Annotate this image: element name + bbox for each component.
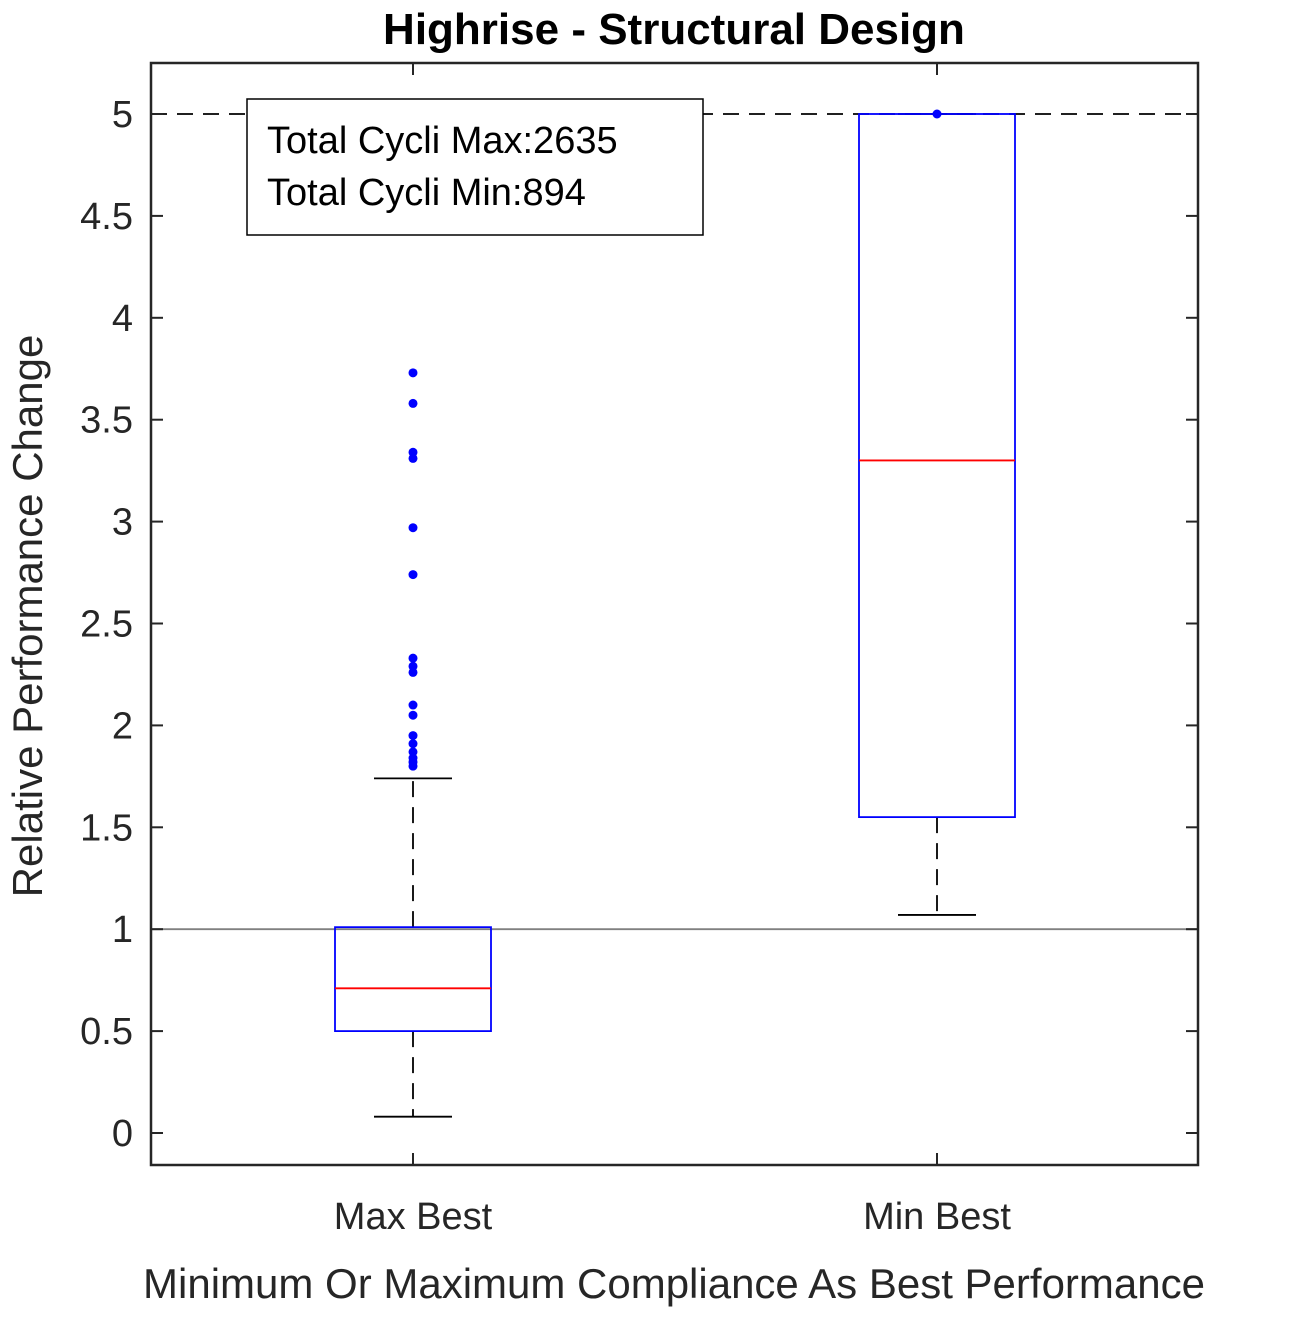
annotation-box: Total Cycli Max:2635 Total Cycli Min:894 <box>246 98 704 236</box>
outlier-point <box>408 398 418 408</box>
plot-frame <box>149 61 1200 1167</box>
y-tick-label: 1 <box>112 909 133 951</box>
outlier-point <box>408 710 418 720</box>
annotation-line-min: Total Cycli Min:894 <box>267 172 586 214</box>
y-tick-label: 1.5 <box>80 807 133 849</box>
outlier-point <box>408 667 418 677</box>
y-tick-label: 2.5 <box>80 604 133 646</box>
outlier-point <box>408 761 418 771</box>
outlier-point <box>932 109 942 119</box>
x-tick-label: Max Best <box>334 1196 493 1238</box>
outlier-point <box>408 653 418 663</box>
outlier-point <box>408 731 418 741</box>
y-tick-label: 2 <box>112 705 133 747</box>
plot-area: 0 0.5 1 1.5 2 2.5 3 3.5 4 4.5 5 Max Best Min Best <box>80 63 1198 1238</box>
annotation-line-max: Total Cycli Max:2635 <box>267 120 618 162</box>
outlier-point <box>408 453 418 463</box>
y-tick-label: 0.5 <box>80 1011 133 1053</box>
y-tick-label: 4 <box>112 298 133 340</box>
outlier-point <box>408 368 418 378</box>
chart-title: Highrise - Structural Design <box>383 5 965 54</box>
x-axis-label: Minimum Or Maximum Compliance As Best Pe… <box>143 1260 1205 1307</box>
y-tick-label: 4.5 <box>80 196 133 238</box>
y-tick-label: 5 <box>112 94 133 136</box>
box-min-best <box>858 113 1016 819</box>
outlier-point <box>408 523 418 533</box>
y-tick-label: 0 <box>112 1113 133 1155</box>
annotation-frame <box>246 98 704 236</box>
box-max-best <box>334 926 492 1032</box>
outlier-point <box>408 570 418 580</box>
x-tick-label: Min Best <box>863 1196 1011 1238</box>
y-axis-label: Relative Performance Change <box>4 335 51 898</box>
outlier-point <box>408 739 418 749</box>
outlier-point <box>408 700 418 710</box>
y-tick-label: 3 <box>112 502 133 544</box>
y-tick-label: 3.5 <box>80 400 133 442</box>
